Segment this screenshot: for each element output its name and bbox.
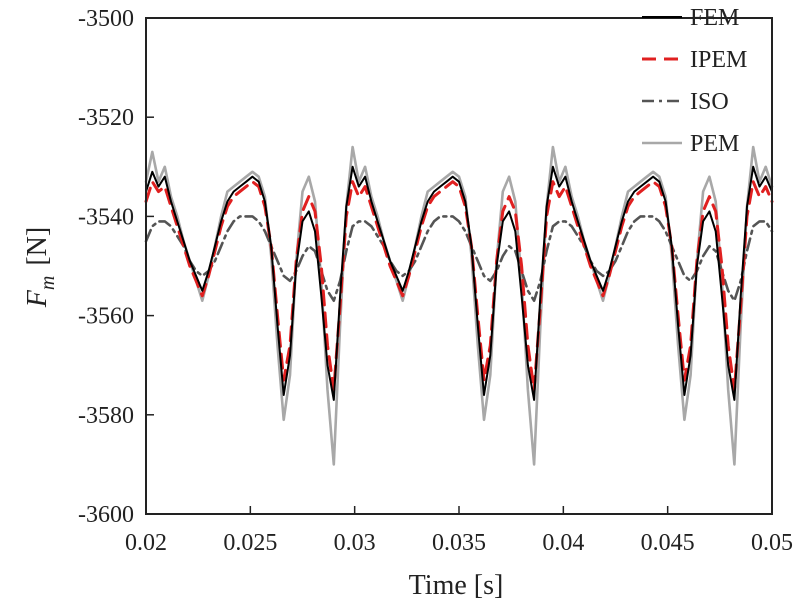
- y-tick-label: -3560: [78, 304, 134, 330]
- series-line-pem: [144, 145, 774, 466]
- x-tick-label: 0.02: [125, 530, 167, 556]
- y-tick-label: -3600: [78, 502, 134, 528]
- legend-label-fem: FEM: [690, 5, 739, 31]
- y-tick-label: -3540: [78, 204, 134, 230]
- legend: FEM IPEM ISO PEM: [642, 5, 747, 157]
- y-tick-label: -3580: [78, 403, 134, 429]
- series-layer: [144, 145, 774, 466]
- x-tick-label: 0.035: [432, 530, 486, 556]
- legend-label-iso: ISO: [690, 89, 729, 115]
- x-tick-label: 0.045: [641, 530, 695, 556]
- legend-label-ipem: IPEM: [690, 47, 747, 73]
- x-tick-label: 0.05: [751, 530, 793, 556]
- legend-label-pem: PEM: [690, 131, 739, 157]
- x-tick-label: 0.03: [334, 530, 376, 556]
- x-axis-label: Time [s]: [409, 570, 504, 601]
- plot-area-frame: [145, 17, 773, 515]
- y-axis-label-main: F: [22, 289, 53, 308]
- y-axis-label-subscript: m: [37, 276, 59, 290]
- y-tick-label: -3500: [78, 6, 134, 32]
- y-tick-label: -3520: [78, 105, 134, 131]
- axis-ticks: 0.02 0.025 0.03 0.035 0.04 0.045 0.05 -3500 -352…: [78, 6, 793, 556]
- series-line-iso: [144, 215, 774, 302]
- y-axis-label: Fm [N]: [22, 227, 59, 308]
- series-line-fem: [145, 165, 773, 401]
- x-tick-label: 0.025: [223, 530, 277, 556]
- y-axis-label-unit: [N]: [22, 227, 53, 266]
- x-tick-label: 0.04: [542, 530, 584, 556]
